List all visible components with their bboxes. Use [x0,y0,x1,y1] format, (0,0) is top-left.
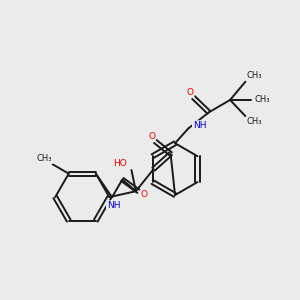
Text: CH₃: CH₃ [37,154,52,164]
Text: O: O [187,88,194,97]
Text: HO: HO [113,159,127,168]
Text: O: O [140,190,147,200]
Text: NH: NH [193,121,206,130]
Text: NH: NH [107,201,120,210]
Text: CH₃: CH₃ [247,117,262,126]
Text: CH₃: CH₃ [255,95,270,104]
Text: O: O [148,132,155,141]
Text: CH₃: CH₃ [247,71,262,80]
